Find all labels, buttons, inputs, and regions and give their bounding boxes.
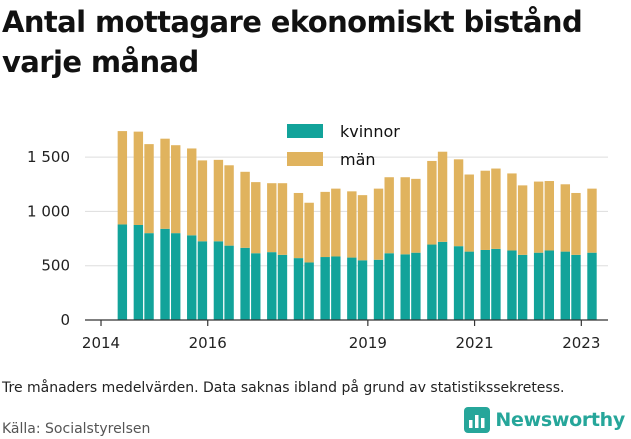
legend: kvinnor män [287,122,400,169]
bar-man [171,145,181,234]
x-tick-label: 2019 [349,334,387,352]
bar-kvinnor [224,245,234,320]
bar-kvinnor [453,246,464,320]
bar-man [411,178,421,253]
y-tick-label: 1 500 [27,148,70,166]
legend-swatch [287,152,323,166]
bar-kvinnor [133,225,144,320]
bar-man [357,195,368,261]
bar-kvinnor [571,254,581,320]
bar-kvinnor [384,253,394,320]
bar-kvinnor [320,257,330,320]
bar-man [453,159,464,247]
bar-kvinnor [293,258,304,320]
bar-man [533,181,544,253]
bar-man [320,191,330,258]
bar-man [267,183,277,253]
axes: 0 500 1 000 1 500 2014 2016 2019 2021 2023 [27,148,608,352]
bar-kvinnor [144,233,154,320]
bar-series [117,131,597,320]
bar-man [133,131,144,225]
bar-kvinnor [533,252,544,320]
bar-kvinnor [480,249,490,320]
bar-man [480,170,490,250]
bar-chart-logo-icon [464,407,491,433]
bar-kvinnor [187,235,197,320]
bar-man [277,183,288,255]
bar-man [213,159,224,242]
bar-man [560,184,571,252]
chart-note: Tre månaders medelvärden. Data saknas ib… [2,380,565,396]
bar-man [187,148,197,236]
bar-man [427,160,437,245]
bar-kvinnor [560,251,571,320]
bar-kvinnor [277,254,288,320]
bar-kvinnor [304,262,314,320]
bar-kvinnor [464,251,474,320]
bar-man [507,173,517,251]
bar-kvinnor [240,247,250,320]
legend-swatch [287,124,323,138]
bar-kvinnor [347,257,357,320]
bar-man [293,192,304,259]
x-tick-label: 2016 [189,334,227,352]
source-credit: Källa: Socialstyrelsen [2,421,151,437]
bar-man [384,177,394,254]
bar-kvinnor [491,248,501,320]
bar-man [197,160,208,242]
x-tick-label: 2023 [562,334,600,352]
bar-man [517,185,528,255]
y-tick-label: 1 000 [27,202,70,220]
x-tick-label: 2014 [82,334,120,352]
bar-man [571,192,581,255]
brand-logo[interactable]: Newsworthy [464,407,625,433]
bar-kvinnor [331,256,341,320]
bar-kvinnor [437,241,448,320]
stacked-bar-chart: 0 500 1 000 1 500 2014 2016 2019 2021 2023 kvinn… [27,122,608,352]
bar-kvinnor [117,224,128,320]
legend-label: män [340,150,376,169]
bar-kvinnor [411,252,421,320]
legend-label: kvinnor [340,122,400,141]
bar-man [491,168,501,249]
bar-man [437,151,448,242]
bar-kvinnor [587,252,597,320]
bar-man [224,165,234,246]
brand-name: Newsworthy [495,409,625,431]
bar-man [544,181,554,251]
bar-man [240,171,250,248]
bar-kvinnor [400,254,410,320]
bar-man [347,191,357,258]
bar-kvinnor [213,241,224,320]
y-tick-label: 0 [60,311,70,329]
bar-kvinnor [507,250,517,320]
bar-kvinnor [171,233,181,320]
bar-man [117,131,128,225]
bar-man [373,188,384,260]
bar-kvinnor [197,241,208,320]
bar-man [587,188,597,253]
bar-kvinnor [357,260,368,320]
bar-kvinnor [267,252,277,320]
bar-kvinnor [517,254,528,320]
bar-kvinnor [427,244,437,320]
bar-man [251,182,261,254]
bar-man [331,188,341,257]
bar-kvinnor [544,250,554,320]
y-tick-label: 500 [41,257,70,275]
bar-man [144,144,154,234]
bar-kvinnor [251,253,261,320]
bar-man [464,174,474,252]
bar-man [160,138,170,229]
bar-man [304,202,314,263]
x-tick-label: 2021 [455,334,493,352]
bar-kvinnor [373,259,384,320]
bar-kvinnor [160,228,170,320]
chart-title: Antal mottagare ekonomiskt bistånd varje… [2,5,583,79]
bar-man [400,177,410,255]
